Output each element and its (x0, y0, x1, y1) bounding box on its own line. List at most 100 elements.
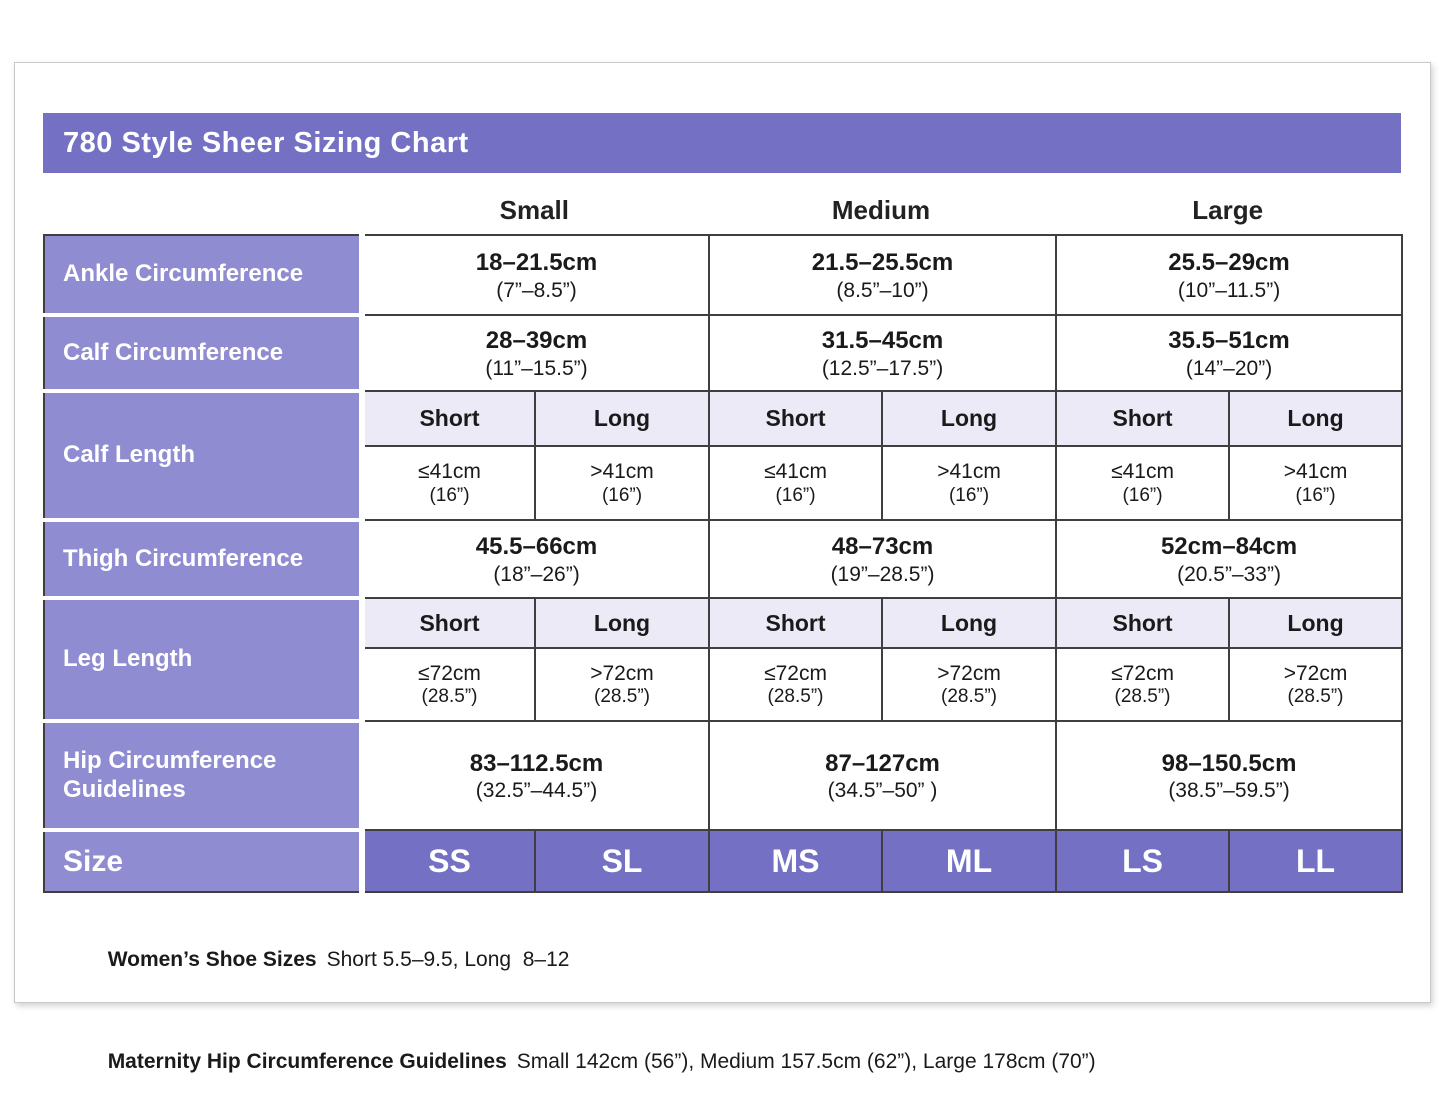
subheader-calf-medium-short: Short (708, 390, 884, 447)
value-inch: (7”–8.5”) (496, 278, 577, 302)
group-header-large: Large (1192, 195, 1264, 225)
value-inch: (34.5”–50” ) (827, 779, 938, 803)
value-inch: (10”–11.5”) (1177, 278, 1281, 302)
table-row-calf-circumference: Calf Circumference 28–39cm (11”–15.5”) 3… (43, 313, 1404, 393)
table-row-leg-length-values: ≤72cm (28.5”) >72cm (28.5”) ≤72cm (28.5”… (44, 647, 1404, 722)
cell-thigh-medium: 48–73cm (19”–28.5”) (708, 519, 1058, 599)
cell-ankle-small: 18–21.5cm (7”–8.5”) (360, 234, 711, 316)
value-inch: (16”) (1295, 484, 1336, 506)
subheader-calf-medium-long: Long (881, 390, 1058, 447)
value-inch: (18”–26”) (493, 562, 580, 586)
value-inch: (38.5”–59.5”) (1168, 779, 1290, 803)
subheader-calf-large-short: Short (1055, 390, 1231, 447)
value-inch: (8.5”–10”) (836, 278, 929, 302)
sizing-table: Ankle Circumference 18–21.5cm (7”–8.5”) … (43, 234, 1404, 893)
value-inch: (16”) (1122, 484, 1163, 506)
value-cm: ≤72cm (1111, 661, 1174, 685)
value-cm: 18–21.5cm (475, 249, 598, 277)
value-cm: 83–112.5cm (469, 749, 604, 777)
value-inch: (28.5”) (1287, 686, 1344, 708)
cell-leg-length-large-short: ≤72cm (28.5”) (1055, 647, 1231, 722)
value-cm: ≤41cm (1111, 460, 1174, 484)
size-cell-ls: LS (1055, 829, 1231, 893)
cell-calf-length-small-long: >41cm (16”) (533, 445, 711, 521)
row-label-thigh-circumference: Thigh Circumference (43, 518, 365, 600)
value-cm: ≤41cm (418, 460, 481, 484)
value-cm: 45.5–66cm (475, 533, 598, 561)
table-row-size: Size SS SL MS ML LS LL (43, 828, 1404, 893)
size-cell-ms: MS (708, 829, 884, 893)
value-cm: 21.5–25.5cm (811, 249, 954, 277)
page: 780 Style Sheer Sizing Chart Small Mediu… (14, 62, 1431, 1074)
cell-thigh-small: 45.5–66cm (18”–26”) (360, 519, 711, 599)
cell-ankle-large: 25.5–29cm (10”–11.5”) (1055, 234, 1404, 316)
cell-leg-length-small-long: >72cm (28.5”) (533, 647, 711, 722)
size-cell-ll: LL (1228, 829, 1404, 893)
row-label-size: Size (43, 828, 365, 893)
subheader-leg-medium-long: Long (881, 597, 1058, 649)
table-row-calf-length-values: ≤41cm (16”) >41cm (16”) ≤41cm (16”) >41c… (44, 445, 1404, 521)
value-cm: 87–127cm (825, 749, 940, 777)
cell-hip-large: 98–150.5cm (38.5”–59.5”) (1055, 720, 1404, 831)
row-label-calf-circumference: Calf Circumference (43, 313, 365, 393)
value-cm: ≤72cm (764, 661, 827, 685)
cell-calf-length-small-short: ≤41cm (16”) (361, 445, 536, 521)
cell-leg-length-medium-short: ≤72cm (28.5”) (708, 647, 884, 722)
footnote-label: Women’s Shoe Sizes (107, 948, 317, 972)
cell-leg-length-large-long: >72cm (28.5”) (1228, 647, 1404, 722)
subheader-calf-large-long: Long (1228, 390, 1404, 447)
value-inch: (14”–20”) (1185, 356, 1273, 380)
value-cm: >72cm (937, 661, 1001, 685)
footnote-label: Maternity Hip Circumference Guidelines (107, 1050, 507, 1074)
cell-calf-circ-small: 28–39cm (11”–15.5”) (360, 314, 711, 392)
value-cm: >72cm (1283, 661, 1348, 685)
group-header-small: Small (499, 195, 570, 225)
footnote-shoe-sizes: Women’s Shoe Sizes Short 5.5–9.5, Long 8–… (61, 909, 1402, 1011)
row-label-leg-length: Leg Length (43, 596, 365, 723)
subheader-leg-large-long: Long (1228, 597, 1404, 649)
chart-title: 780 Style Sheer Sizing Chart (63, 126, 469, 159)
value-inch: (28.5”) (1114, 686, 1171, 708)
value-inch: (28.5”) (941, 686, 997, 708)
subheader-leg-small-short: Short (361, 597, 536, 649)
value-cm: 25.5–29cm (1168, 249, 1290, 277)
subheader-leg-small-long: Long (533, 597, 711, 649)
subheader-leg-large-short: Short (1055, 597, 1231, 649)
row-label-calf-length: Calf Length (43, 389, 365, 522)
table-row-ankle: Ankle Circumference 18–21.5cm (7”–8.5”) … (43, 234, 1404, 317)
value-cm: 28–39cm (485, 327, 588, 355)
footnote-text: Small 142cm (56”), Medium 157.5cm (62”),… (516, 1050, 1096, 1074)
sizing-chart-card: 780 Style Sheer Sizing Chart Small Mediu… (14, 62, 1431, 1073)
size-group-headers: Small Medium Large (43, 173, 1401, 234)
value-cm: >72cm (590, 661, 654, 685)
value-cm: >41cm (1283, 460, 1348, 484)
table-row-hip-circumference: Hip Circumference Guidelines 83–112.5cm … (43, 719, 1404, 832)
size-cell-ss: SS (361, 829, 536, 893)
value-cm: ≤41cm (764, 460, 827, 484)
row-label-hip-circumference-guidelines: Hip Circumference Guidelines (43, 719, 365, 832)
value-cm: >41cm (937, 460, 1001, 484)
cell-hip-small: 83–112.5cm (32.5”–44.5”) (360, 720, 711, 831)
value-inch: (12.5”–17.5”) (821, 356, 944, 380)
table-row-calf-length-subheader: Calf Length Short Long Short Long Short … (43, 389, 1404, 522)
value-cm: 98–150.5cm (1161, 749, 1297, 777)
size-cell-ml: ML (881, 829, 1058, 893)
cell-calf-length-large-long: >41cm (16”) (1228, 445, 1404, 521)
subheader-calf-small-long: Long (533, 390, 711, 447)
cell-leg-length-medium-long: >72cm (28.5”) (881, 647, 1058, 722)
value-inch: (16”) (601, 484, 643, 506)
value-cm: >41cm (590, 460, 654, 484)
value-cm: 31.5–45cm (821, 327, 944, 355)
cell-calf-circ-large: 35.5–51cm (14”–20”) (1055, 314, 1404, 392)
value-inch: (32.5”–44.5”) (475, 779, 598, 803)
cell-calf-length-medium-short: ≤41cm (16”) (708, 445, 884, 521)
value-inch: (16”) (948, 484, 990, 506)
value-cm: 48–73cm (831, 533, 934, 561)
value-inch: (28.5”) (421, 686, 478, 708)
cell-calf-length-medium-long: >41cm (16”) (881, 445, 1058, 521)
table-row-thigh-circumference: Thigh Circumference 45.5–66cm (18”–26”) … (43, 518, 1404, 600)
value-inch: (11”–15.5”) (485, 356, 588, 380)
cell-hip-medium: 87–127cm (34.5”–50” ) (708, 720, 1058, 831)
group-header-medium: Medium (831, 195, 931, 225)
row-label-ankle-circumference: Ankle Circumference (43, 234, 365, 317)
